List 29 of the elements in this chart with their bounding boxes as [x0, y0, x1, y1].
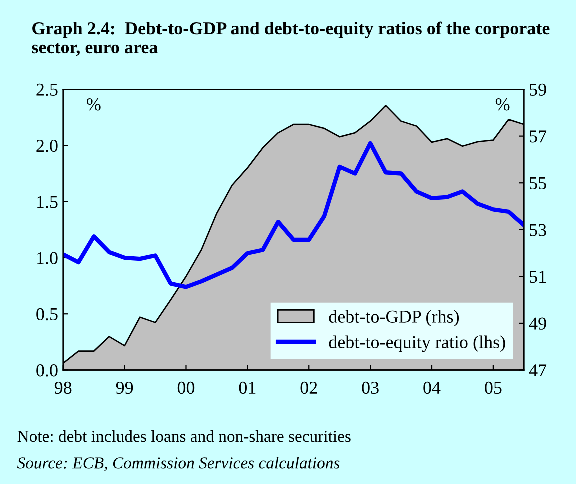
- line-series: [63, 141, 524, 290]
- y2-tick-label: 53: [530, 224, 546, 236]
- x-tick-label: 99: [116, 382, 134, 394]
- legend-label: debt-to-GDP (rhs): [329, 310, 460, 327]
- y2-tick-label: 47: [529, 364, 547, 377]
- y-tick-label: 0.5: [36, 308, 58, 321]
- chart-title: Graph 2.4: Debt-to-GDP and debt-to-equity ratios of the corporate sector, euro area: [32, 22, 550, 56]
- x-tick-label: 01: [239, 382, 256, 394]
- y-tick-label: 1.0: [38, 252, 58, 264]
- x-tick-label: 98: [54, 382, 72, 394]
- y2-axis-title: %: [496, 98, 510, 111]
- y2-tick-label: 49: [529, 318, 546, 330]
- x-tick-label: 02: [300, 382, 318, 394]
- y-axis-title: %: [87, 98, 101, 111]
- source-note: Source: ECB, Commission Services calculations: [17, 457, 340, 472]
- y2-tick-label: 57: [530, 130, 547, 143]
- legend-label: debt-to-equity ratio (lhs): [329, 336, 506, 352]
- x-tick-label: 03: [362, 382, 379, 394]
- y2-tick-label: 59: [530, 84, 546, 96]
- y-tick-label: 0.0: [36, 364, 58, 377]
- y-tick-label: 2.0: [36, 140, 58, 152]
- x-tick-label: 00: [178, 382, 195, 394]
- x-tick-label: 04: [424, 382, 441, 394]
- y-tick-label: 2.5: [36, 84, 58, 96]
- x-tick-label: 05: [485, 382, 502, 394]
- text: Note: debt includes loans and non-share securities: [18, 430, 351, 442]
- y2-tick-label: 51: [530, 271, 546, 284]
- y-tick-label: 1.5: [38, 196, 58, 208]
- y2-tick-label: 55: [530, 178, 546, 190]
